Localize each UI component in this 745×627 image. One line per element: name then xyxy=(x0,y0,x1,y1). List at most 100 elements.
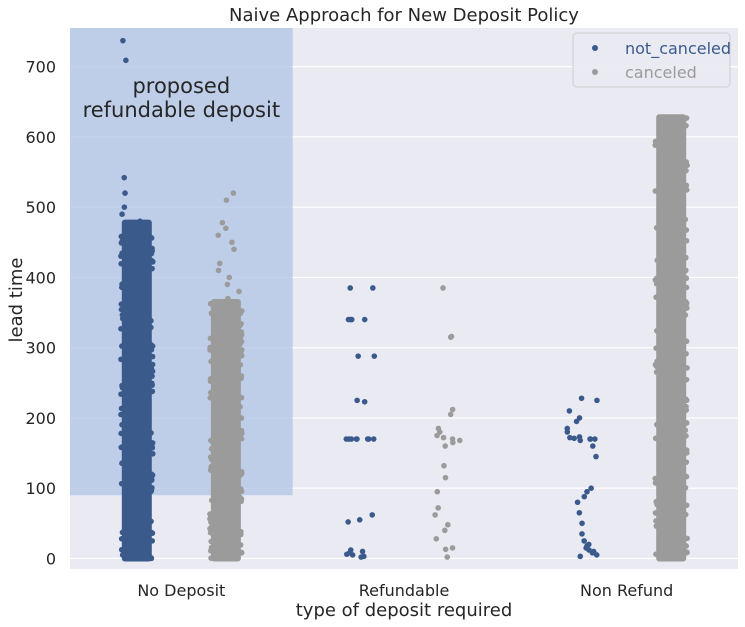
data-point xyxy=(354,397,360,404)
data-point xyxy=(369,512,376,518)
data-point xyxy=(434,488,441,495)
data-point xyxy=(370,285,376,291)
data-point xyxy=(345,519,351,525)
data-point xyxy=(223,225,229,232)
legend-marker xyxy=(592,45,598,51)
data-point xyxy=(118,284,125,291)
data-point xyxy=(581,538,587,544)
data-point xyxy=(654,275,660,281)
data-point xyxy=(361,316,368,323)
data-point xyxy=(447,411,454,418)
data-point xyxy=(442,546,449,553)
legend-marker xyxy=(592,69,598,75)
data-point xyxy=(684,535,690,542)
data-point xyxy=(356,517,363,523)
data-point xyxy=(119,460,125,467)
data-point xyxy=(584,488,590,495)
data-point xyxy=(652,142,659,149)
data-point xyxy=(149,343,156,349)
data-point xyxy=(237,361,244,368)
data-point xyxy=(119,312,126,318)
data-point xyxy=(652,475,659,482)
y-tick-label: 300 xyxy=(25,339,56,358)
data-point xyxy=(238,435,245,442)
legend-box xyxy=(572,32,731,88)
data-point xyxy=(238,338,245,345)
data-point xyxy=(653,518,659,524)
data-point xyxy=(236,288,242,295)
data-point xyxy=(578,395,585,402)
data-point xyxy=(653,421,660,428)
y-tick-label: 200 xyxy=(25,409,56,428)
data-point xyxy=(354,436,360,442)
data-point xyxy=(237,472,243,479)
data-point xyxy=(208,555,214,561)
data-point xyxy=(683,237,690,244)
y-tick-label: 400 xyxy=(25,268,56,287)
data-point xyxy=(118,430,124,437)
data-point xyxy=(118,356,124,363)
data-point xyxy=(230,190,237,196)
data-point xyxy=(118,535,125,542)
data-point xyxy=(683,376,690,383)
data-point xyxy=(238,308,245,314)
data-point xyxy=(208,456,215,463)
data-point xyxy=(592,436,598,442)
data-point xyxy=(684,365,690,371)
highlight-region xyxy=(70,28,293,496)
data-point xyxy=(588,485,594,492)
data-point xyxy=(456,437,463,444)
data-point xyxy=(566,408,573,414)
data-point xyxy=(683,407,690,413)
y-tick-label: 600 xyxy=(25,128,56,147)
data-point xyxy=(208,358,214,365)
x-tick-label: Refundable xyxy=(359,581,450,600)
y-tick-label: 500 xyxy=(25,198,56,217)
data-point xyxy=(229,239,235,246)
data-point xyxy=(149,380,155,387)
data-point xyxy=(447,334,454,340)
data-point xyxy=(238,531,244,538)
data-point xyxy=(209,523,215,530)
data-point xyxy=(653,369,660,375)
data-point xyxy=(682,255,689,261)
data-points xyxy=(118,37,690,562)
data-point xyxy=(121,204,128,210)
data-point xyxy=(449,545,456,551)
data-point xyxy=(238,394,245,401)
data-point xyxy=(587,436,593,442)
data-point xyxy=(207,378,214,384)
data-point xyxy=(683,275,690,282)
data-point xyxy=(208,497,215,504)
data-point xyxy=(149,373,155,379)
data-point xyxy=(226,274,233,281)
data-point xyxy=(118,444,125,451)
data-point xyxy=(589,443,596,449)
data-point xyxy=(207,467,214,473)
data-point xyxy=(224,281,231,288)
data-point xyxy=(207,389,214,396)
x-axis-label: type of deposit required xyxy=(296,600,513,621)
data-point xyxy=(238,549,245,556)
data-point xyxy=(216,260,223,267)
data-point xyxy=(370,436,377,442)
chart-title: Naive Approach for New Deposit Policy xyxy=(229,5,579,26)
data-point xyxy=(683,267,689,274)
data-point xyxy=(238,329,245,336)
data-point xyxy=(442,474,449,481)
data-point xyxy=(371,353,378,359)
data-point xyxy=(119,343,125,349)
data-point xyxy=(432,512,438,518)
data-point xyxy=(654,363,660,370)
point-cluster xyxy=(121,219,152,562)
data-point xyxy=(118,301,125,307)
data-point xyxy=(652,188,659,194)
x-tick-label: No Deposit xyxy=(137,581,225,600)
data-point xyxy=(149,538,156,544)
data-point xyxy=(577,553,584,560)
data-point xyxy=(149,353,156,360)
data-point xyxy=(683,502,690,509)
data-point xyxy=(237,542,244,548)
data-point xyxy=(682,511,689,518)
data-point xyxy=(682,543,689,549)
